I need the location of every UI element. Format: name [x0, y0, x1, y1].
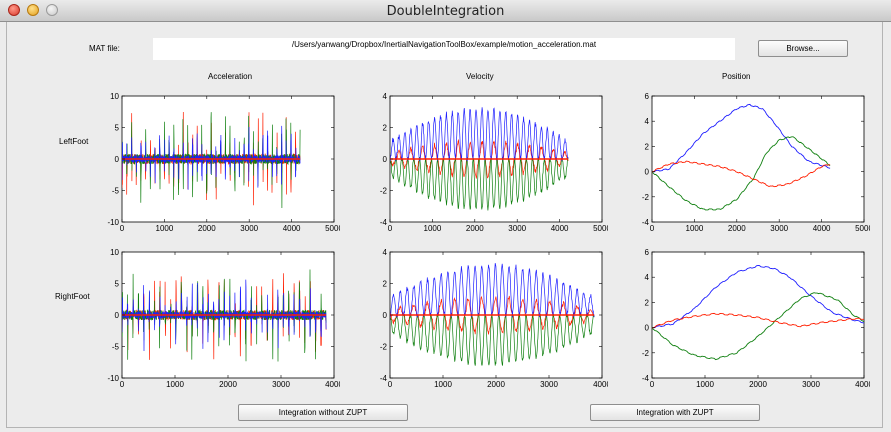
x-tick-label: 1000: [696, 380, 714, 389]
x-tick-label: 5000: [855, 224, 870, 233]
series-x-line: [122, 279, 327, 352]
y-tick-label: 2: [383, 124, 388, 133]
series-z-line: [652, 160, 831, 188]
x-tick-label: 0: [120, 380, 125, 389]
y-tick-label: -4: [380, 218, 388, 227]
x-tick-label: 0: [388, 380, 393, 389]
series-x-line: [652, 103, 831, 173]
x-tick-label: 4000: [813, 224, 831, 233]
title-bar: DoubleIntegration: [0, 0, 891, 22]
y-tick-label: 5: [115, 124, 120, 133]
y-tick-label: 4: [383, 248, 388, 257]
y-tick-label: 0: [115, 155, 120, 164]
y-tick-label: -5: [112, 187, 120, 196]
x-tick-label: 4000: [593, 380, 608, 389]
x-tick-label: 0: [388, 224, 393, 233]
axes-box: [651, 95, 865, 223]
x-tick-label: 1000: [686, 224, 704, 233]
axes-box: [651, 251, 865, 379]
series-x-line: [390, 263, 595, 318]
y-tick-label: 2: [645, 298, 650, 307]
series-z-line: [652, 312, 864, 329]
row-label-rightfoot: RightFoot: [55, 292, 90, 301]
y-tick-label: -2: [642, 349, 650, 358]
minimize-window-button[interactable]: [27, 4, 39, 16]
series-x-line: [122, 125, 301, 190]
row-label-leftfoot: LeftFoot: [59, 137, 89, 146]
series-x-line: [390, 107, 569, 162]
x-tick-label: 1000: [166, 380, 184, 389]
browse-button[interactable]: Browse...: [758, 40, 848, 57]
y-tick-label: -2: [380, 343, 388, 352]
column-heading-velocity: Velocity: [466, 72, 494, 81]
y-tick-label: -5: [112, 343, 120, 352]
y-tick-label: 10: [110, 92, 119, 101]
x-tick-label: 5000: [325, 224, 340, 233]
plot-leftfoot-position[interactable]: 0 1000 2000 3000 4000 5000 -4 -2 0 2 4 6: [630, 92, 870, 240]
x-tick-label: 4000: [855, 380, 870, 389]
mat-file-path-text: /Users/yanwang/Dropbox/InertialNavigatio…: [291, 40, 597, 49]
y-tick-label: 0: [383, 311, 388, 320]
y-tick-label: 10: [110, 248, 119, 257]
column-heading-position: Position: [722, 72, 751, 81]
x-tick-label: 3000: [802, 380, 820, 389]
x-tick-label: 1000: [424, 224, 442, 233]
y-tick-label: -2: [380, 187, 388, 196]
x-tick-label: 3000: [240, 224, 258, 233]
series-y-line: [652, 136, 831, 211]
x-tick-label: 5000: [593, 224, 608, 233]
x-tick-label: 2000: [749, 380, 767, 389]
y-tick-label: 4: [645, 117, 650, 126]
y-tick-label: 4: [383, 92, 388, 101]
x-tick-label: 4000: [551, 224, 569, 233]
plot-leftfoot-velocity[interactable]: 0 1000 2000 3000 4000 5000 -4 -2 0 2 4: [368, 92, 608, 240]
plot-rightfoot-position[interactable]: 0 1000 2000 3000 4000 -4 -2 0 2 4 6: [630, 248, 870, 396]
x-tick-label: 2000: [219, 380, 237, 389]
y-tick-label: 0: [645, 168, 650, 177]
x-tick-label: 4000: [283, 224, 301, 233]
x-tick-label: 2000: [466, 224, 484, 233]
zoom-window-button[interactable]: [46, 4, 58, 16]
y-tick-label: -10: [107, 374, 119, 383]
y-tick-label: 2: [645, 142, 650, 151]
integration-with-zupt-button[interactable]: Integration with ZUPT: [590, 404, 760, 421]
y-tick-label: 5: [115, 280, 120, 289]
x-tick-label: 3000: [272, 380, 290, 389]
mat-file-label: MAT file:: [89, 44, 120, 53]
y-tick-label: -4: [642, 218, 650, 227]
series-y-line: [652, 292, 864, 361]
x-tick-label: 3000: [540, 380, 558, 389]
x-tick-label: 3000: [770, 224, 788, 233]
x-tick-label: 2000: [198, 224, 216, 233]
y-tick-label: 2: [383, 280, 388, 289]
x-tick-label: 1000: [156, 224, 174, 233]
series-x-line: [652, 264, 864, 329]
plot-rightfoot-acceleration[interactable]: 0 1000 2000 3000 4000 -10 -5 0 5 10: [100, 248, 340, 396]
x-tick-label: 0: [650, 380, 655, 389]
x-tick-label: 2000: [728, 224, 746, 233]
y-tick-label: -4: [380, 374, 388, 383]
y-tick-label: 0: [645, 324, 650, 333]
mat-file-path-field[interactable]: /Users/yanwang/Dropbox/InertialNavigatio…: [153, 38, 735, 60]
y-tick-label: 6: [645, 248, 650, 257]
y-tick-label: 0: [115, 311, 120, 320]
close-window-button[interactable]: [8, 4, 20, 16]
x-tick-label: 0: [120, 224, 125, 233]
x-tick-label: 0: [650, 224, 655, 233]
plot-leftfoot-acceleration[interactable]: 0 1000 2000 3000 4000 5000 -10 -5 0 5 10: [100, 92, 340, 240]
y-tick-label: -4: [642, 374, 650, 383]
y-tick-label: 0: [383, 155, 388, 164]
column-heading-acceleration: Acceleration: [208, 72, 253, 81]
x-tick-label: 2000: [487, 380, 505, 389]
x-tick-label: 4000: [325, 380, 340, 389]
y-tick-label: 4: [645, 273, 650, 282]
window-title: DoubleIntegration: [386, 4, 505, 19]
x-tick-label: 1000: [434, 380, 452, 389]
y-tick-label: 6: [645, 92, 650, 101]
plot-rightfoot-velocity[interactable]: 0 1000 2000 3000 4000 -4 -2 0 2 4: [368, 248, 608, 396]
integration-without-zupt-button[interactable]: Integration without ZUPT: [238, 404, 408, 421]
x-tick-label: 3000: [508, 224, 526, 233]
y-tick-label: -10: [107, 218, 119, 227]
y-tick-label: -2: [642, 193, 650, 202]
